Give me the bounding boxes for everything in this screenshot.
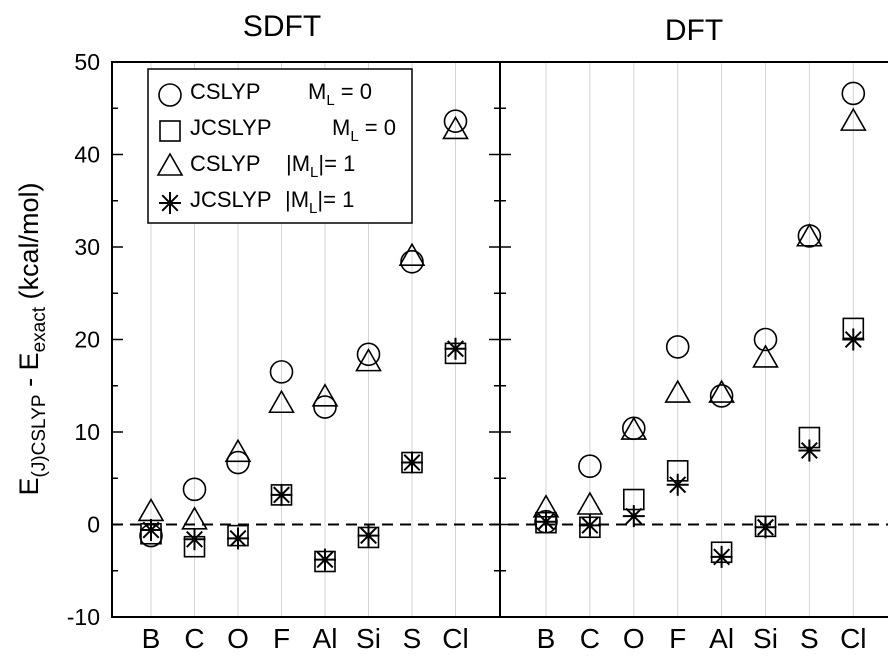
data-point-circle bbox=[269, 360, 294, 384]
data-point-star bbox=[140, 519, 162, 542]
legend-entry-label: |ML|= 1 bbox=[286, 151, 355, 181]
data-point-triangle bbox=[752, 344, 779, 368]
legend-marker-square bbox=[159, 120, 181, 142]
data-point-star bbox=[183, 528, 206, 551]
x-tick-label: C bbox=[580, 623, 600, 654]
x-tick-label: O bbox=[227, 623, 249, 654]
axis-ticks bbox=[112, 61, 511, 618]
legend: CSLYP ML = 0 JCSLYP ML = 0 CSLYP |ML|= 1 JCSLY… bbox=[147, 68, 413, 224]
data-point-circle bbox=[182, 477, 207, 502]
data-point-star bbox=[401, 451, 423, 474]
x-tick-label: Al bbox=[313, 623, 338, 654]
dft-panel-frame bbox=[500, 61, 888, 618]
legend-entry-label: ML = 0 bbox=[308, 79, 372, 109]
legend-marker-triangle bbox=[156, 152, 184, 176]
data-point-star bbox=[227, 527, 249, 550]
data-markers bbox=[137, 81, 867, 573]
legend-entry-name: CSLYP bbox=[190, 151, 261, 176]
legend-box bbox=[147, 68, 413, 224]
data-point-triangle bbox=[708, 379, 735, 403]
data-point-star bbox=[710, 545, 733, 568]
data-point-triangle bbox=[839, 107, 867, 131]
data-point-triangle bbox=[311, 383, 339, 407]
data-point-triangle bbox=[355, 348, 382, 372]
data-point-star bbox=[622, 505, 645, 528]
data-point-triangle bbox=[268, 389, 295, 414]
data-point-star bbox=[535, 510, 557, 533]
legend-entry-name: JCSLYP bbox=[190, 115, 272, 140]
data-point-star bbox=[357, 524, 380, 547]
x-tick-label: Si bbox=[753, 623, 778, 654]
data-point-triangle bbox=[398, 242, 426, 266]
x-tick-label: O bbox=[623, 623, 645, 654]
data-point-star bbox=[842, 328, 865, 351]
data-point-circle bbox=[356, 342, 381, 367]
panel-title: SDFT bbox=[243, 10, 321, 43]
data-point-star bbox=[270, 483, 293, 506]
data-point-circle bbox=[709, 384, 734, 408]
data-point-circle bbox=[313, 395, 337, 419]
data-point-circle bbox=[400, 249, 424, 274]
y-tick-label: 50 bbox=[74, 49, 100, 75]
data-point-triangle bbox=[620, 416, 648, 440]
data-point-star bbox=[444, 337, 467, 360]
data-point-star bbox=[754, 516, 777, 539]
data-point-star bbox=[666, 473, 689, 496]
y-tick-label: 10 bbox=[74, 419, 100, 445]
y-axis-label: E(J)CSLYP - Eexact (kcal/mol) bbox=[14, 182, 50, 495]
x-tick-label: S bbox=[403, 623, 422, 654]
data-point-star bbox=[798, 439, 821, 462]
y-tick-label: -10 bbox=[67, 604, 100, 630]
legend-marker-star bbox=[159, 192, 181, 214]
data-point-star bbox=[578, 514, 601, 537]
x-tick-label: F bbox=[273, 623, 290, 654]
data-point-triangle bbox=[664, 379, 692, 403]
data-point-triangle bbox=[796, 223, 823, 247]
data-point-circle bbox=[443, 109, 468, 133]
data-point-triangle bbox=[576, 491, 604, 515]
data-point-circle bbox=[841, 81, 866, 106]
data-point-triangle bbox=[224, 438, 252, 463]
data-point-circle bbox=[665, 335, 690, 359]
x-tick-label: Al bbox=[709, 623, 734, 654]
legend-marker-circle bbox=[158, 83, 182, 107]
data-point-circle bbox=[753, 327, 778, 352]
legend-entry-label: |ML|= 1 bbox=[285, 187, 354, 217]
legend-entry-name: JCSLYP bbox=[190, 187, 272, 212]
data-point-star bbox=[314, 548, 336, 571]
x-tick-label: B bbox=[142, 623, 161, 654]
data-point-circle bbox=[226, 450, 250, 475]
legend-entry-name: CSLYP bbox=[190, 79, 261, 104]
x-tick-label: C bbox=[184, 623, 204, 654]
y-tick-label: 30 bbox=[74, 234, 100, 260]
y-tick-label: 20 bbox=[74, 327, 100, 353]
data-point-circle bbox=[578, 454, 602, 479]
panel-title: DFT bbox=[665, 14, 723, 47]
x-tick-label: S bbox=[800, 623, 819, 654]
y-tick-label: 0 bbox=[87, 512, 100, 538]
legend-entry-label: ML = 0 bbox=[332, 115, 396, 145]
x-tick-label: B bbox=[537, 623, 556, 654]
y-tick-label: 40 bbox=[74, 142, 100, 168]
x-tick-label: Si bbox=[356, 623, 381, 654]
data-point-triangle bbox=[442, 115, 469, 140]
x-tick-label: Cl bbox=[840, 623, 866, 654]
x-tick-label: F bbox=[669, 623, 686, 654]
x-tick-label: Cl bbox=[442, 623, 468, 654]
